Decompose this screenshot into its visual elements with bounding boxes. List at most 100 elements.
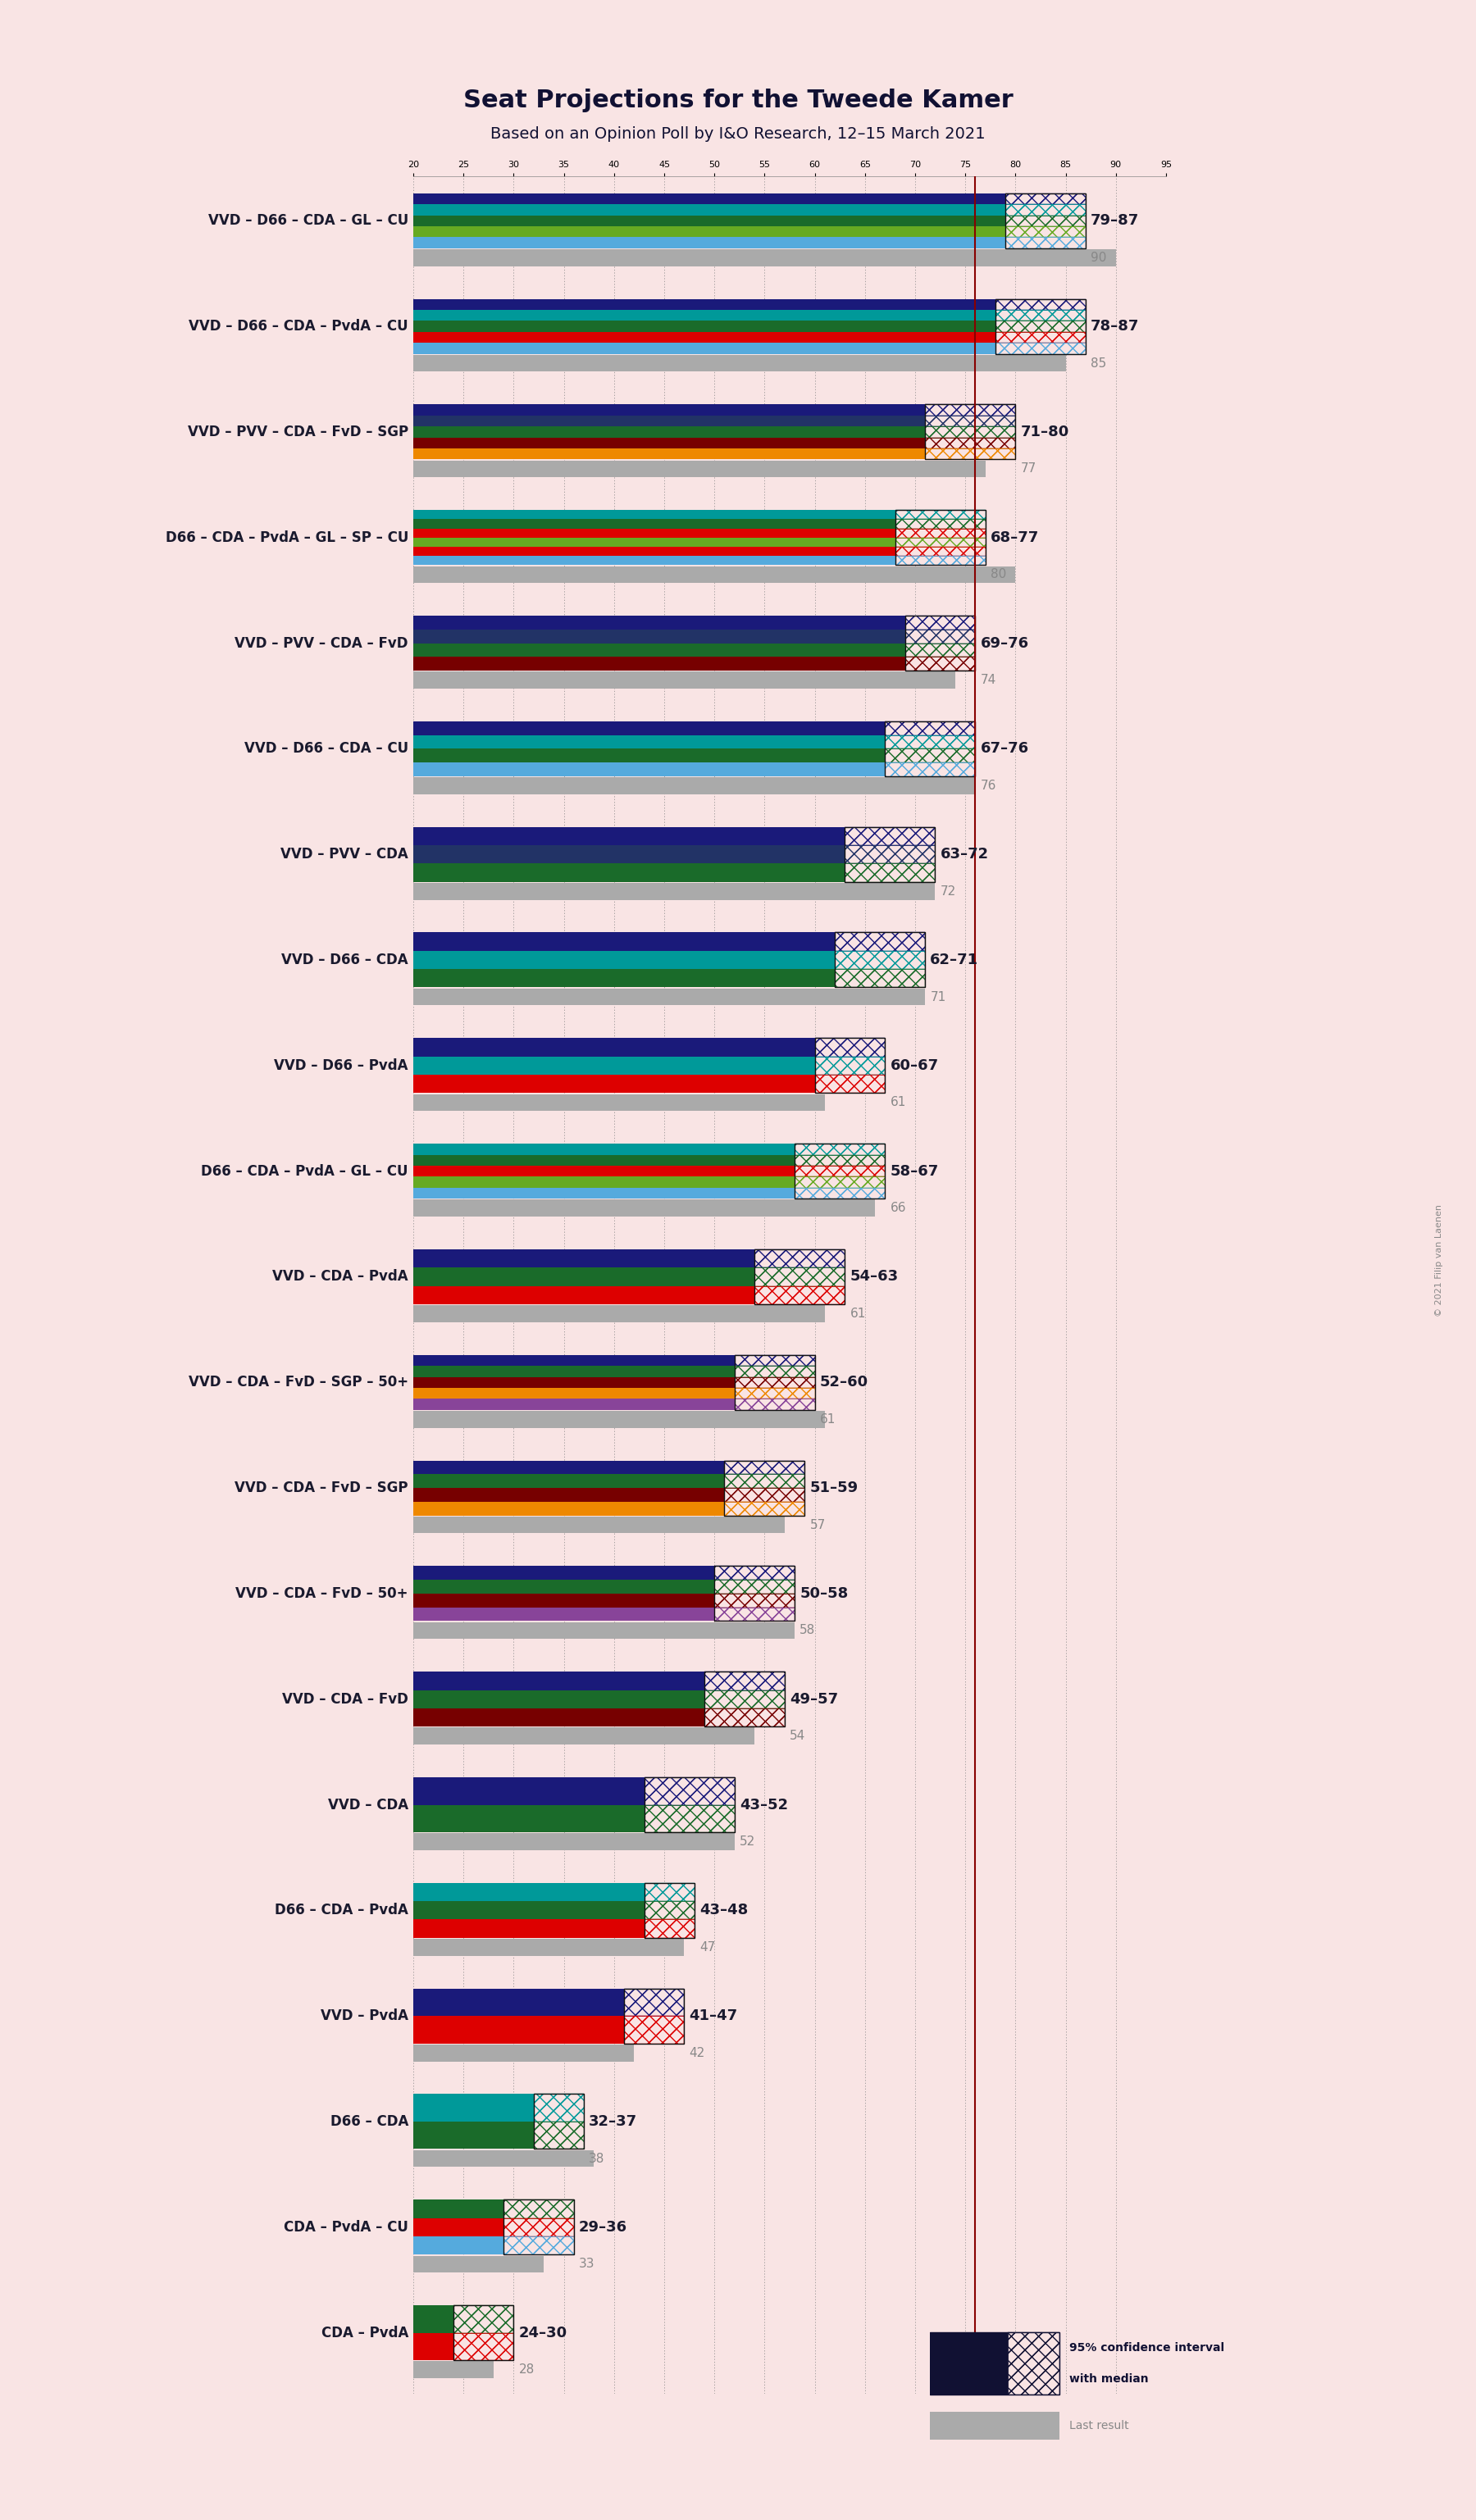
Bar <box>413 557 894 564</box>
Text: VVD – PVV – CDA – FvD: VVD – PVV – CDA – FvD <box>235 635 409 650</box>
Bar <box>894 519 986 529</box>
Bar <box>905 630 976 643</box>
Text: with median: with median <box>1070 2374 1148 2384</box>
Bar <box>735 1389 815 1399</box>
Bar <box>624 2016 685 2044</box>
Bar <box>995 300 1086 353</box>
Bar <box>624 2016 685 2044</box>
Bar <box>794 1154 886 1167</box>
Bar <box>995 333 1086 343</box>
Bar <box>835 932 925 988</box>
Bar <box>995 333 1086 343</box>
Bar <box>735 1356 815 1409</box>
Bar <box>413 970 835 988</box>
Bar <box>413 204 1005 214</box>
Bar <box>413 844 844 864</box>
Bar <box>644 1804 735 1832</box>
Bar <box>886 764 976 776</box>
Bar <box>1005 214 1086 227</box>
Bar <box>714 1565 794 1580</box>
Bar <box>925 406 1015 459</box>
Bar <box>453 2306 514 2334</box>
Bar <box>925 416 1015 426</box>
Bar <box>894 557 986 564</box>
Bar <box>413 1938 685 1956</box>
Bar <box>995 343 1086 353</box>
Text: 61: 61 <box>890 1096 906 1109</box>
Bar <box>413 1376 735 1389</box>
Text: 95% confidence interval: 95% confidence interval <box>1070 2341 1225 2354</box>
Bar <box>794 1177 886 1187</box>
Bar <box>714 1593 794 1608</box>
Text: 80: 80 <box>990 570 1007 580</box>
Bar <box>905 615 976 630</box>
Bar <box>413 764 886 776</box>
Bar <box>725 1462 804 1474</box>
Bar <box>1005 194 1086 204</box>
Text: 58: 58 <box>800 1625 815 1635</box>
Text: 71: 71 <box>930 990 946 1003</box>
Bar <box>413 214 1005 227</box>
Bar <box>925 406 1015 416</box>
Bar <box>735 1376 815 1389</box>
Bar <box>503 2235 574 2255</box>
Bar <box>644 1920 694 1938</box>
Bar <box>894 509 986 564</box>
Bar <box>925 449 1015 459</box>
Bar <box>886 721 976 736</box>
Text: 49–57: 49–57 <box>790 1691 838 1706</box>
Bar <box>995 343 1086 353</box>
Bar <box>644 1920 694 1938</box>
Bar <box>794 1144 886 1154</box>
Text: VVD – CDA: VVD – CDA <box>328 1797 409 1812</box>
Text: 67–76: 67–76 <box>980 741 1029 756</box>
Bar <box>995 310 1086 320</box>
Bar <box>735 1376 815 1389</box>
Bar <box>735 1366 815 1376</box>
Bar <box>413 2122 534 2150</box>
Bar <box>644 1900 694 1920</box>
Text: 54: 54 <box>790 1729 806 1741</box>
Bar <box>413 2235 503 2255</box>
Bar <box>1008 2334 1060 2394</box>
Bar <box>704 1671 785 1691</box>
Bar <box>413 1804 644 1832</box>
Bar <box>905 643 976 658</box>
Text: 42: 42 <box>689 2046 706 2059</box>
Bar <box>725 1474 804 1487</box>
Bar <box>644 1777 735 1804</box>
Bar <box>894 537 986 547</box>
Bar <box>844 864 936 882</box>
Bar <box>1005 227 1086 237</box>
Bar <box>413 1580 714 1593</box>
Text: 61: 61 <box>819 1414 835 1426</box>
Bar <box>894 519 986 529</box>
Text: VVD – PVV – CDA: VVD – PVV – CDA <box>280 847 409 862</box>
Bar <box>1005 237 1086 247</box>
Bar <box>704 1691 785 1709</box>
Bar <box>905 615 976 670</box>
Bar <box>844 827 936 844</box>
Bar <box>413 615 905 630</box>
Bar <box>794 1187 886 1200</box>
Bar <box>413 1671 704 1691</box>
Bar <box>534 2122 584 2150</box>
Text: 66: 66 <box>890 1202 906 1215</box>
Bar <box>754 1250 844 1268</box>
Text: 76: 76 <box>980 779 996 791</box>
Bar <box>835 932 925 950</box>
Bar <box>794 1144 886 1154</box>
Bar <box>453 2334 514 2361</box>
Bar <box>644 1920 694 1938</box>
Bar <box>844 844 936 864</box>
Bar <box>503 2235 574 2255</box>
Bar <box>413 2150 593 2167</box>
Bar <box>413 1709 704 1726</box>
Text: 60–67: 60–67 <box>890 1058 939 1074</box>
Bar <box>905 615 976 630</box>
Bar <box>894 529 986 537</box>
Bar <box>725 1462 804 1474</box>
Text: 71–80: 71–80 <box>1020 423 1069 438</box>
Bar <box>704 1671 785 1726</box>
Bar <box>735 1399 815 1409</box>
